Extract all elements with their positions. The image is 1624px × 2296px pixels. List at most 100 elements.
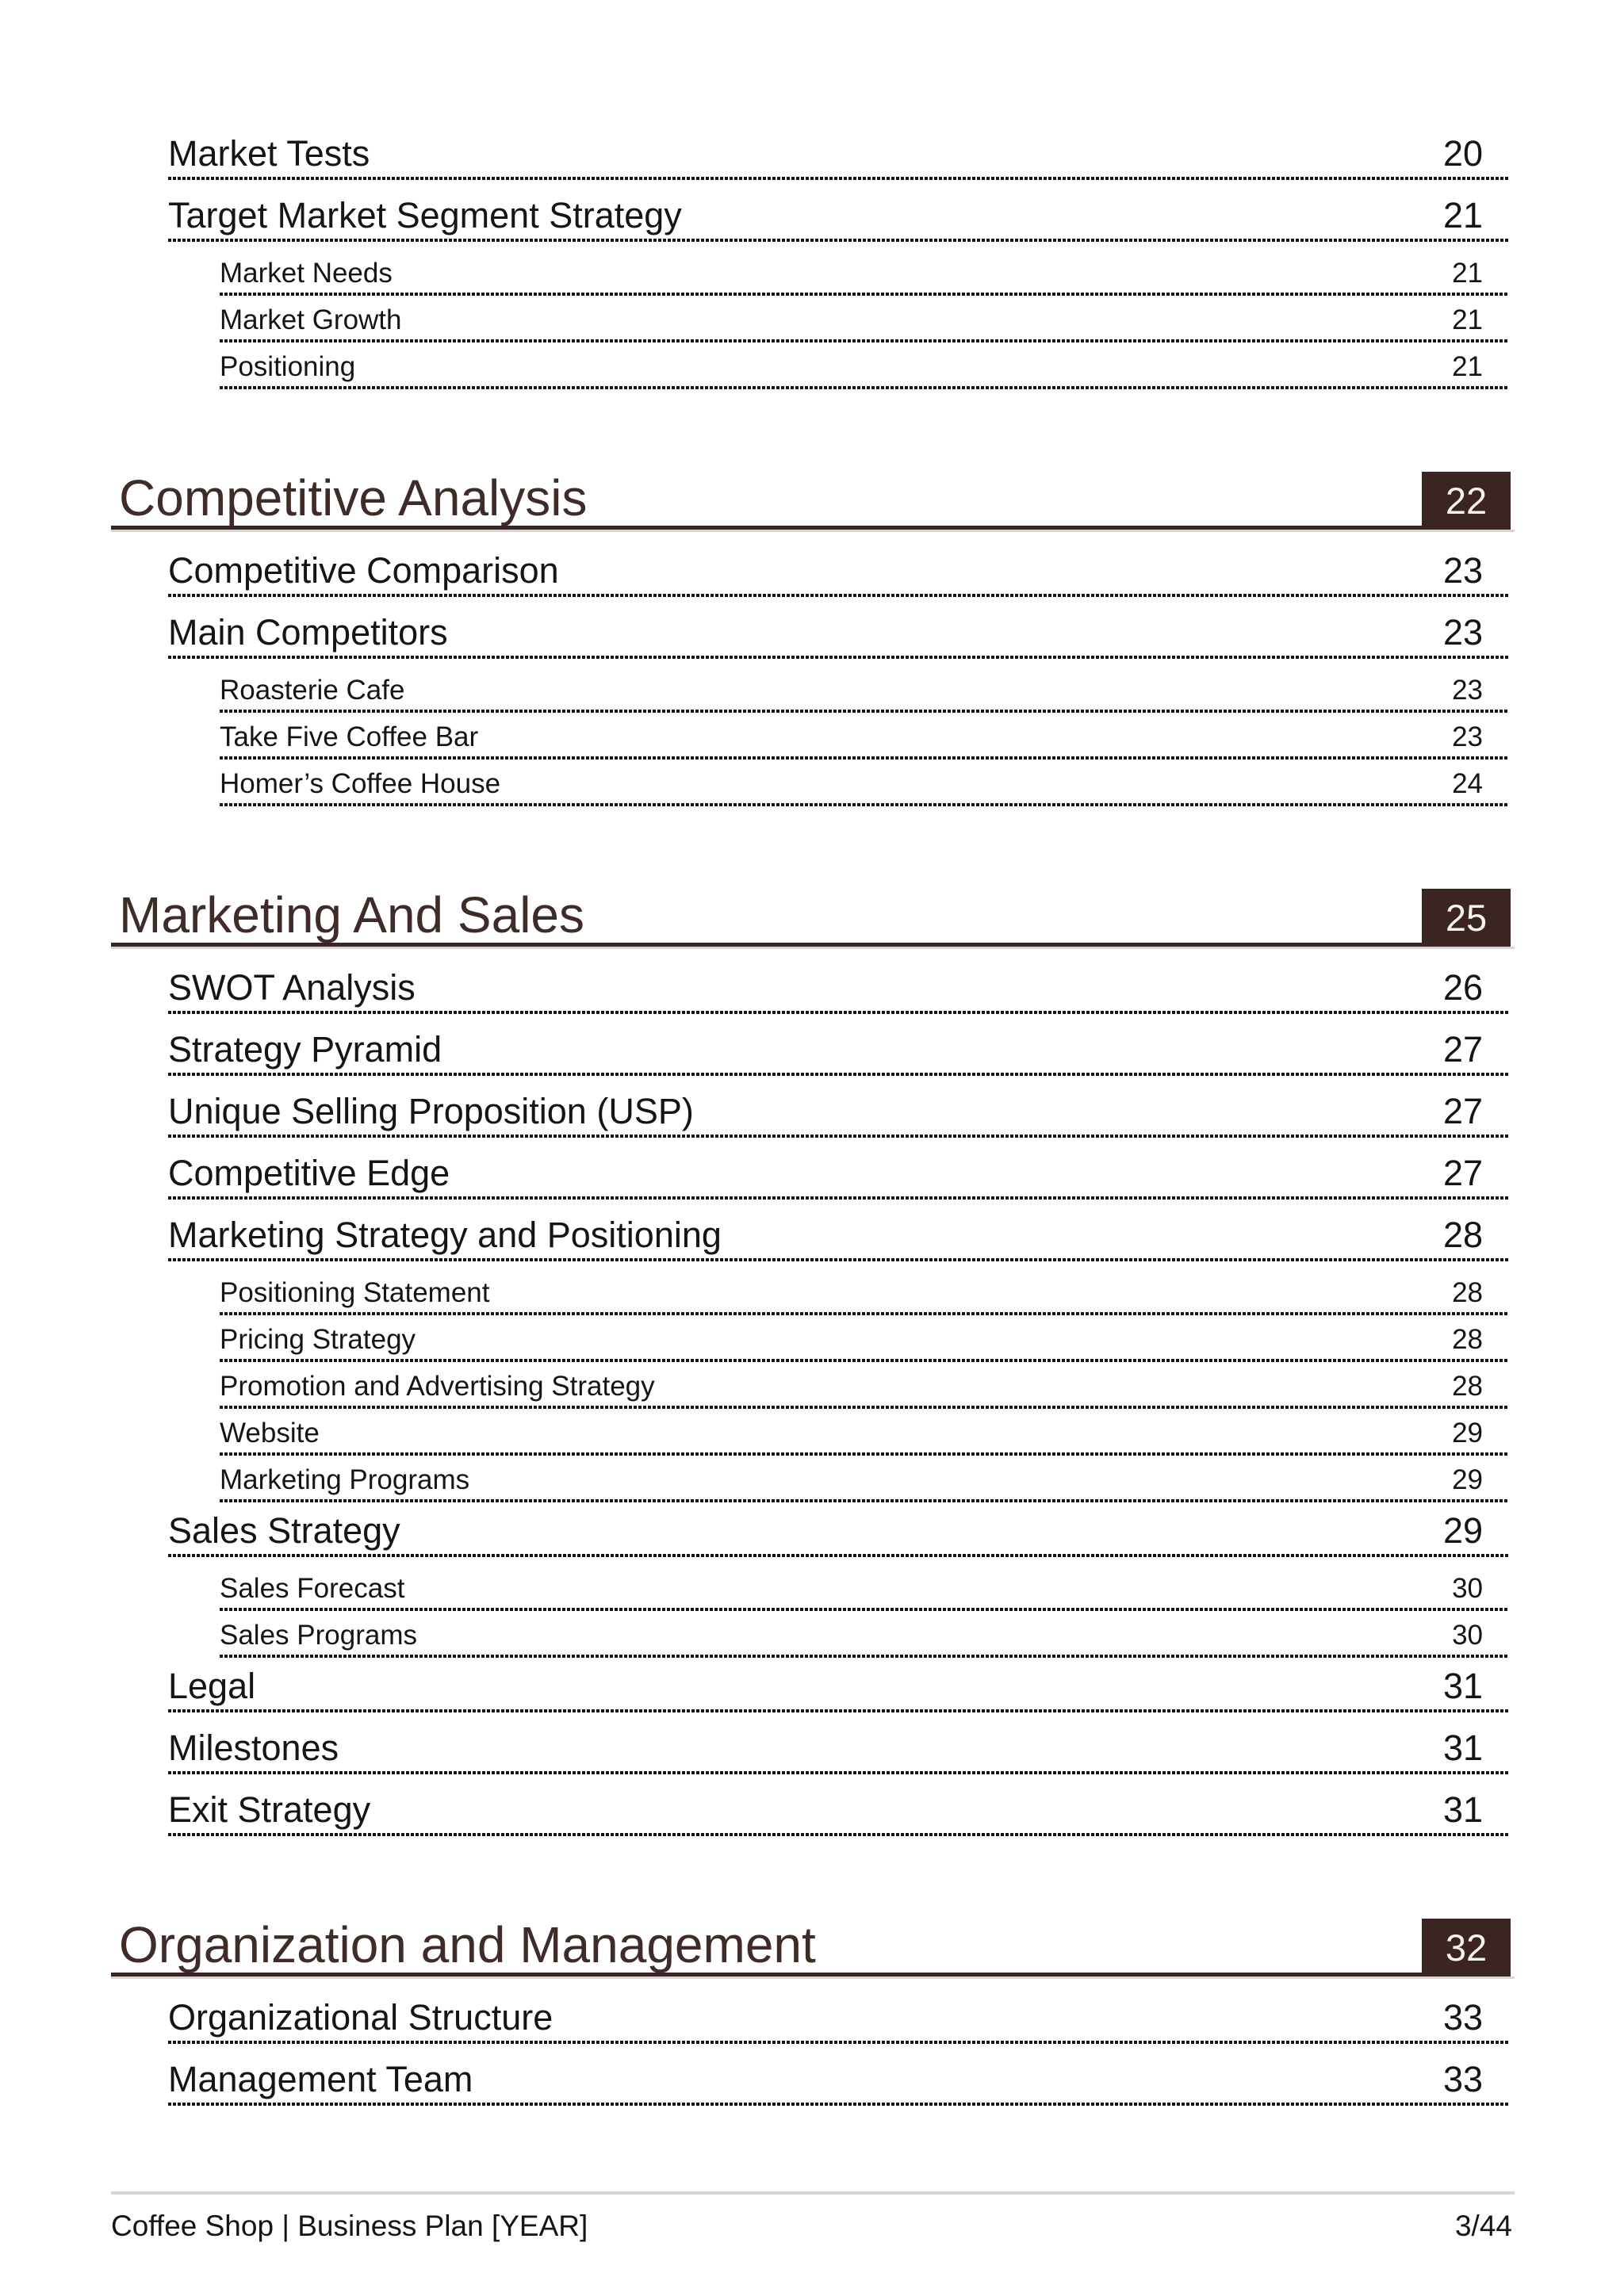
page-footer: Coffee Shop | Business Plan [YEAR] 3/44 (111, 2209, 1512, 2244)
toc-entry-page-number: 28 (1442, 1215, 1483, 1255)
toc-entry[interactable]: Strategy Pyramid 27 (168, 1029, 1508, 1076)
toc-entry-page-number: 27 (1442, 1091, 1483, 1131)
dotted-leader (168, 1135, 1508, 1138)
toc-entry-page-number: 31 (1442, 1728, 1483, 1768)
toc-entries: Competitive Comparison 23 Main Competito… (111, 550, 1508, 806)
toc-entry[interactable]: Sales Forecast 30 (220, 1572, 1508, 1611)
section-page-number: 25 (1445, 897, 1488, 939)
toc-entry[interactable]: Management Team 33 (168, 2059, 1508, 2106)
toc-entry-label: Website (220, 1418, 320, 1448)
toc-entry[interactable]: Target Market Segment Strategy 21 (168, 195, 1508, 242)
toc-entry[interactable]: Positioning Statement 28 (220, 1276, 1508, 1315)
section-title: Competitive Analysis (119, 469, 588, 526)
toc-entry-label: Organizational Structure (168, 1997, 553, 2038)
toc-entry-label: Marketing Programs (220, 1464, 470, 1495)
dotted-leader (168, 2041, 1508, 2044)
toc-entry[interactable]: Pricing Strategy 28 (220, 1323, 1508, 1362)
dotted-leader (168, 1073, 1508, 1076)
toc-entry-page-number: 26 (1442, 967, 1483, 1008)
toc-entry-label: Marketing Strategy and Positioning (168, 1215, 722, 1255)
footer-divider (111, 2191, 1515, 2195)
toc-entry-page-number: 21 (1442, 195, 1483, 235)
toc-entry[interactable]: Unique Selling Proposition (USP) 27 (168, 1091, 1508, 1138)
toc-entry-label: Market Growth (220, 304, 402, 335)
toc-entry[interactable]: Take Five Coffee Bar 23 (220, 721, 1508, 760)
toc-entry-label: SWOT Analysis (168, 967, 416, 1008)
toc-entry-label: Sales Forecast (220, 1573, 405, 1604)
toc-entry[interactable]: Main Competitors 23 (168, 612, 1508, 659)
toc-entry-page-number: 24 (1452, 768, 1483, 799)
dotted-leader (220, 1312, 1508, 1315)
toc-entry[interactable]: Legal 31 (168, 1666, 1508, 1712)
dotted-leader (220, 710, 1508, 713)
toc-entry[interactable]: Organizational Structure 33 (168, 1997, 1508, 2044)
toc-entry-page-number: 23 (1452, 721, 1483, 752)
toc-entry-label: Milestones (168, 1728, 339, 1768)
section-page-box: 22 (1422, 472, 1511, 530)
toc-entry-page-number: 28 (1452, 1324, 1483, 1355)
dotted-leader (168, 1709, 1508, 1712)
toc-entry-page-number: 29 (1442, 1510, 1483, 1551)
toc-entry-label: Exit Strategy (168, 1789, 371, 1830)
toc-entry[interactable]: Sales Programs 30 (220, 1619, 1508, 1658)
dotted-leader (168, 1833, 1508, 1836)
dotted-leader (220, 1406, 1508, 1409)
toc-entry[interactable]: Marketing Programs 29 (220, 1464, 1508, 1502)
dotted-leader (168, 1771, 1508, 1774)
toc-entry[interactable]: Market Needs 21 (220, 257, 1508, 296)
dotted-leader (168, 1011, 1508, 1014)
toc-entry-label: Market Needs (220, 258, 393, 289)
toc-entry-page-number: 21 (1452, 351, 1483, 382)
toc-entry[interactable]: Market Growth 21 (220, 304, 1508, 342)
dotted-leader (220, 756, 1508, 760)
toc-entry-label: Market Tests (168, 133, 370, 174)
toc-entry-label: Unique Selling Proposition (USP) (168, 1091, 694, 1131)
toc-entries: SWOT Analysis 26 Strategy Pyramid 27 Uni… (111, 967, 1508, 1836)
toc-entry-page-number: 33 (1442, 2059, 1483, 2099)
toc-section-header[interactable]: Competitive Analysis 22 (111, 469, 1515, 532)
toc-entry-page-number: 30 (1452, 1573, 1483, 1604)
toc-entries: Organizational Structure 33 Management T… (111, 1997, 1508, 2106)
toc-entry-label: Promotion and Advertising Strategy (220, 1371, 655, 1402)
toc-entry[interactable]: Competitive Edge 27 (168, 1153, 1508, 1200)
toc-entry[interactable]: Roasterie Cafe 23 (220, 674, 1508, 713)
toc-entry-label: Positioning (220, 351, 356, 382)
section-page-box: 25 (1422, 889, 1511, 947)
dotted-leader (168, 2103, 1508, 2106)
dotted-leader (168, 177, 1508, 180)
toc-entry[interactable]: Website 29 (220, 1417, 1508, 1456)
toc-entry-page-number: 23 (1452, 675, 1483, 706)
toc-entry[interactable]: Promotion and Advertising Strategy 28 (220, 1370, 1508, 1409)
toc-section: Marketing And Sales 25 SWOT Analysis 26 … (111, 886, 1515, 1836)
toc-entry[interactable]: Marketing Strategy and Positioning 28 (168, 1215, 1508, 1261)
toc-entry-page-number: 23 (1442, 612, 1483, 652)
section-page-number: 32 (1445, 1927, 1488, 1969)
dotted-leader (168, 656, 1508, 659)
toc-entry[interactable]: Market Tests 20 (168, 133, 1508, 180)
footer-document-title: Coffee Shop | Business Plan [YEAR] (111, 2210, 588, 2242)
toc-entry-label: Sales Programs (220, 1620, 417, 1651)
toc-entry[interactable]: Competitive Comparison 23 (168, 550, 1508, 597)
toc-section: Competitive Analysis 22 Competitive Comp… (111, 469, 1515, 806)
toc-section-header[interactable]: Organization and Management 32 (111, 1919, 1515, 1979)
toc-entry[interactable]: Sales Strategy 29 (168, 1510, 1508, 1557)
toc-entry[interactable]: SWOT Analysis 26 (168, 967, 1508, 1014)
toc-section-header[interactable]: Marketing And Sales 25 (111, 886, 1515, 949)
toc-entry[interactable]: Positioning 21 (220, 350, 1508, 389)
toc-entry-label: Homer’s Coffee House (220, 768, 501, 799)
toc-entry-page-number: 27 (1442, 1029, 1483, 1070)
section-title: Marketing And Sales (119, 886, 584, 943)
toc-entry[interactable]: Milestones 31 (168, 1728, 1508, 1774)
dotted-leader (168, 239, 1508, 242)
toc-entry-page-number: 31 (1442, 1666, 1483, 1706)
toc-entry[interactable]: Homer’s Coffee House 24 (220, 767, 1508, 806)
toc-entry-label: Take Five Coffee Bar (220, 721, 479, 752)
section-page-box: 32 (1422, 1919, 1511, 1976)
dotted-leader (220, 803, 1508, 806)
toc-entry-label: Competitive Edge (168, 1153, 450, 1193)
toc-entry-label: Sales Strategy (168, 1510, 400, 1551)
toc-entry[interactable]: Exit Strategy 31 (168, 1789, 1508, 1836)
toc-entry-page-number: 21 (1452, 258, 1483, 289)
toc-entry-label: Target Market Segment Strategy (168, 195, 682, 235)
